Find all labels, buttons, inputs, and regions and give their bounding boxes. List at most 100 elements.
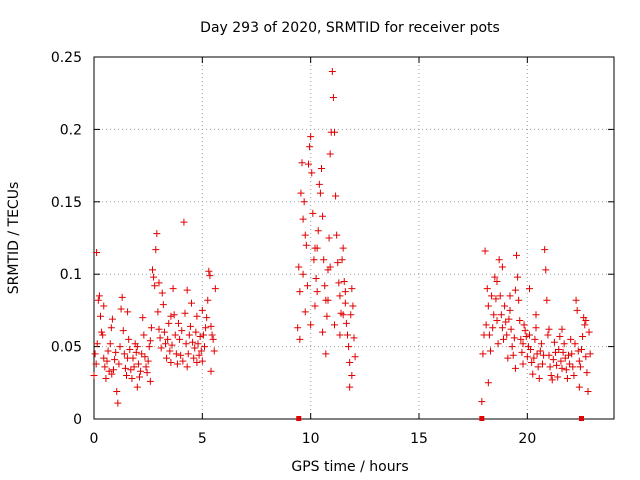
data-point [497,311,505,319]
data-point [323,312,331,320]
data-point [529,370,537,378]
data-point [585,328,593,336]
data-point [182,340,190,348]
data-point [572,296,580,304]
data-point [301,231,309,239]
data-point [93,340,101,348]
data-point [532,324,540,332]
tick-layer: 0 0.05 0.1 0.15 0.2 0.25 0 5 10 15 20 [51,50,614,447]
chart-title: Day 293 of 2020, SRMTID for receiver pot… [200,20,500,36]
x-tick-label: 10 [302,431,320,447]
data-point [143,369,151,377]
data-point [210,347,218,355]
data-point [515,296,523,304]
x-axis-label: GPS time / hours [291,459,408,475]
data-point [169,285,177,293]
data-point [208,331,216,339]
data-point [554,373,562,381]
data-point [92,360,100,368]
data-point [311,244,319,252]
data-point [496,292,504,300]
data-point [527,345,535,353]
data-point [336,331,344,339]
data-point [340,277,348,285]
data-point [498,324,506,332]
data-point [190,354,198,362]
y-axis-label: SRMTID / TECUs [6,182,22,295]
data-point [489,324,497,332]
data-point [326,263,334,271]
data-point [498,263,506,271]
data-point [556,332,564,340]
data-point [351,353,359,361]
y-tick-label: 0 [73,412,82,428]
data-point [90,372,98,380]
data-point [334,259,342,267]
data-point [127,366,135,374]
data-point [309,209,317,217]
data-point [522,332,530,340]
data-point [550,338,558,346]
data-point [491,273,499,281]
data-point [575,383,583,391]
data-point [156,334,164,342]
data-point [147,324,155,332]
data-point [546,363,554,371]
data-point [191,344,199,352]
data-point [195,351,203,359]
data-point [185,331,193,339]
data-point [144,357,152,365]
data-point [167,312,175,320]
data-point [534,363,542,371]
data-point [329,94,337,102]
data-point [345,343,353,351]
data-point [576,363,584,371]
data-point [541,246,549,254]
data-point [313,288,321,296]
data-point [178,327,186,335]
data-point [511,286,519,294]
data-point [302,241,310,249]
data-point [516,317,524,325]
data-point [165,319,173,327]
data-point [326,150,334,158]
data-point [126,345,134,353]
data-point [163,354,171,362]
data-point [150,273,158,281]
data-point [555,345,563,353]
data-point [307,133,315,141]
data-point [173,360,181,368]
data-point [348,372,356,380]
data-point [207,367,215,375]
data-point [575,357,583,365]
data-point [139,314,147,322]
data-point [562,366,570,374]
data-point [586,350,594,358]
data-point [571,340,579,348]
data-point [196,332,204,340]
data-point [582,353,590,361]
x-tick-label: 20 [518,431,536,447]
data-point [338,256,346,264]
data-point [483,285,491,293]
x-tick-label: 15 [410,431,428,447]
data-point [146,377,154,385]
data-point [501,302,509,310]
data-point [479,350,487,358]
data-point [548,376,556,384]
data-point [492,295,500,303]
data-point [346,359,354,367]
data-point [168,341,176,349]
data-point [557,357,565,365]
data-point [166,347,174,355]
data-point [116,343,124,351]
data-point [189,338,197,346]
data-point [487,347,494,355]
data-point [478,398,486,406]
data-point [532,311,540,319]
data-point [331,321,338,329]
data-point [294,324,302,332]
data-point [199,331,207,339]
data-point [298,159,306,167]
data-point [295,263,303,271]
